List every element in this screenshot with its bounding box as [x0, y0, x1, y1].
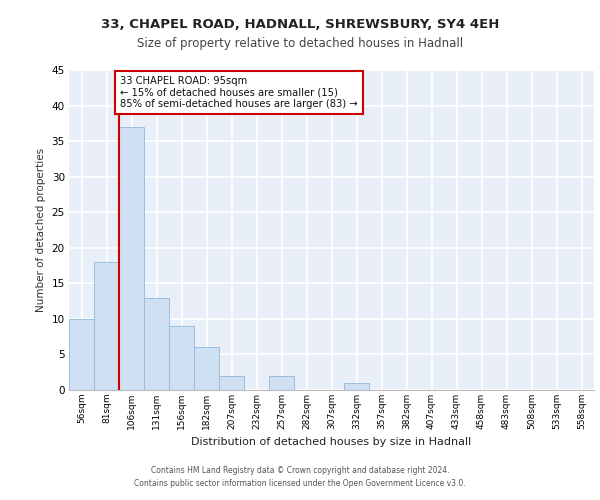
X-axis label: Distribution of detached houses by size in Hadnall: Distribution of detached houses by size …: [191, 438, 472, 448]
Bar: [119, 127, 144, 390]
Bar: [344, 383, 369, 390]
Text: 33, CHAPEL ROAD, HADNALL, SHREWSBURY, SY4 4EH: 33, CHAPEL ROAD, HADNALL, SHREWSBURY, SY…: [101, 18, 499, 30]
Bar: [169, 326, 194, 390]
Text: 33 CHAPEL ROAD: 95sqm
← 15% of detached houses are smaller (15)
85% of semi-deta: 33 CHAPEL ROAD: 95sqm ← 15% of detached …: [120, 76, 358, 109]
Bar: [269, 376, 294, 390]
Text: Size of property relative to detached houses in Hadnall: Size of property relative to detached ho…: [137, 38, 463, 51]
Y-axis label: Number of detached properties: Number of detached properties: [36, 148, 46, 312]
Text: Contains HM Land Registry data © Crown copyright and database right 2024.
Contai: Contains HM Land Registry data © Crown c…: [134, 466, 466, 487]
Bar: [144, 298, 169, 390]
Bar: [194, 348, 219, 390]
Bar: [219, 376, 244, 390]
Bar: [94, 262, 119, 390]
Bar: [69, 319, 94, 390]
